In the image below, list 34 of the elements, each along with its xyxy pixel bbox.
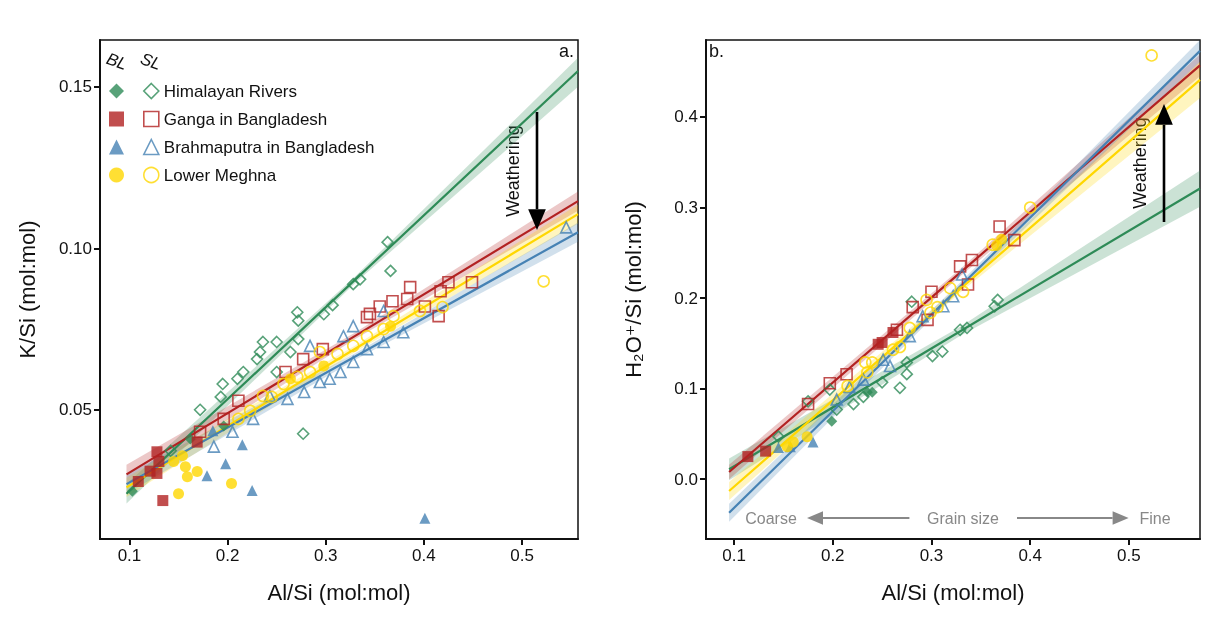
x-tick-label: 0.4 [1018, 546, 1043, 565]
y-tick-label: 0.10 [58, 238, 92, 258]
y-tick-label: 0.15 [58, 77, 92, 97]
y-axis-title: H₂O⁺/Si (mol:mol) [620, 201, 646, 378]
chart-title: a. [558, 41, 574, 61]
x-tick-label: 0.3 [919, 546, 944, 565]
annotation: Coarse [745, 509, 797, 527]
legend-title: BL SL [103, 49, 164, 75]
annotation: Weathering [1130, 117, 1151, 209]
y-tick-label: 0.05 [58, 400, 92, 420]
y-tick-label: 0.1 [674, 379, 698, 399]
y-tick-label: 0.0 [674, 469, 698, 489]
legend-label: Brahmaputra in Bangladesh [163, 137, 375, 157]
x-tick-label: 0.1 [117, 546, 142, 565]
x-tick-label: 0.3 [313, 546, 338, 565]
legend-label: Himalayan Rivers [163, 81, 297, 101]
y-axis-title: K/Si (mol:mol) [14, 220, 40, 359]
annotation: Fine [1139, 509, 1171, 527]
x-tick-label: 0.5 [510, 546, 534, 565]
x-axis-title: Al/Si (mol:mol) [267, 579, 411, 605]
legend-label: Lower Meghna [163, 165, 277, 185]
annotation: Grain size [926, 509, 1000, 527]
x-tick-label: 0.2 [215, 546, 240, 565]
y-tick-label: 0.3 [674, 198, 698, 218]
legend-label: Ganga in Bangladesh [163, 109, 328, 129]
x-tick-label: 0.4 [412, 546, 436, 565]
x-tick-label: 0.1 [722, 546, 746, 565]
x-tick-label: 0.2 [820, 546, 845, 565]
x-axis-title: Al/Si (mol:mol) [881, 579, 1025, 605]
annotation: Weathering [502, 125, 523, 217]
chart-title: b. [709, 41, 725, 61]
y-tick-label: 0.2 [674, 288, 698, 308]
y-tick-label: 0.4 [674, 107, 698, 127]
x-tick-label: 0.5 [1117, 546, 1141, 565]
